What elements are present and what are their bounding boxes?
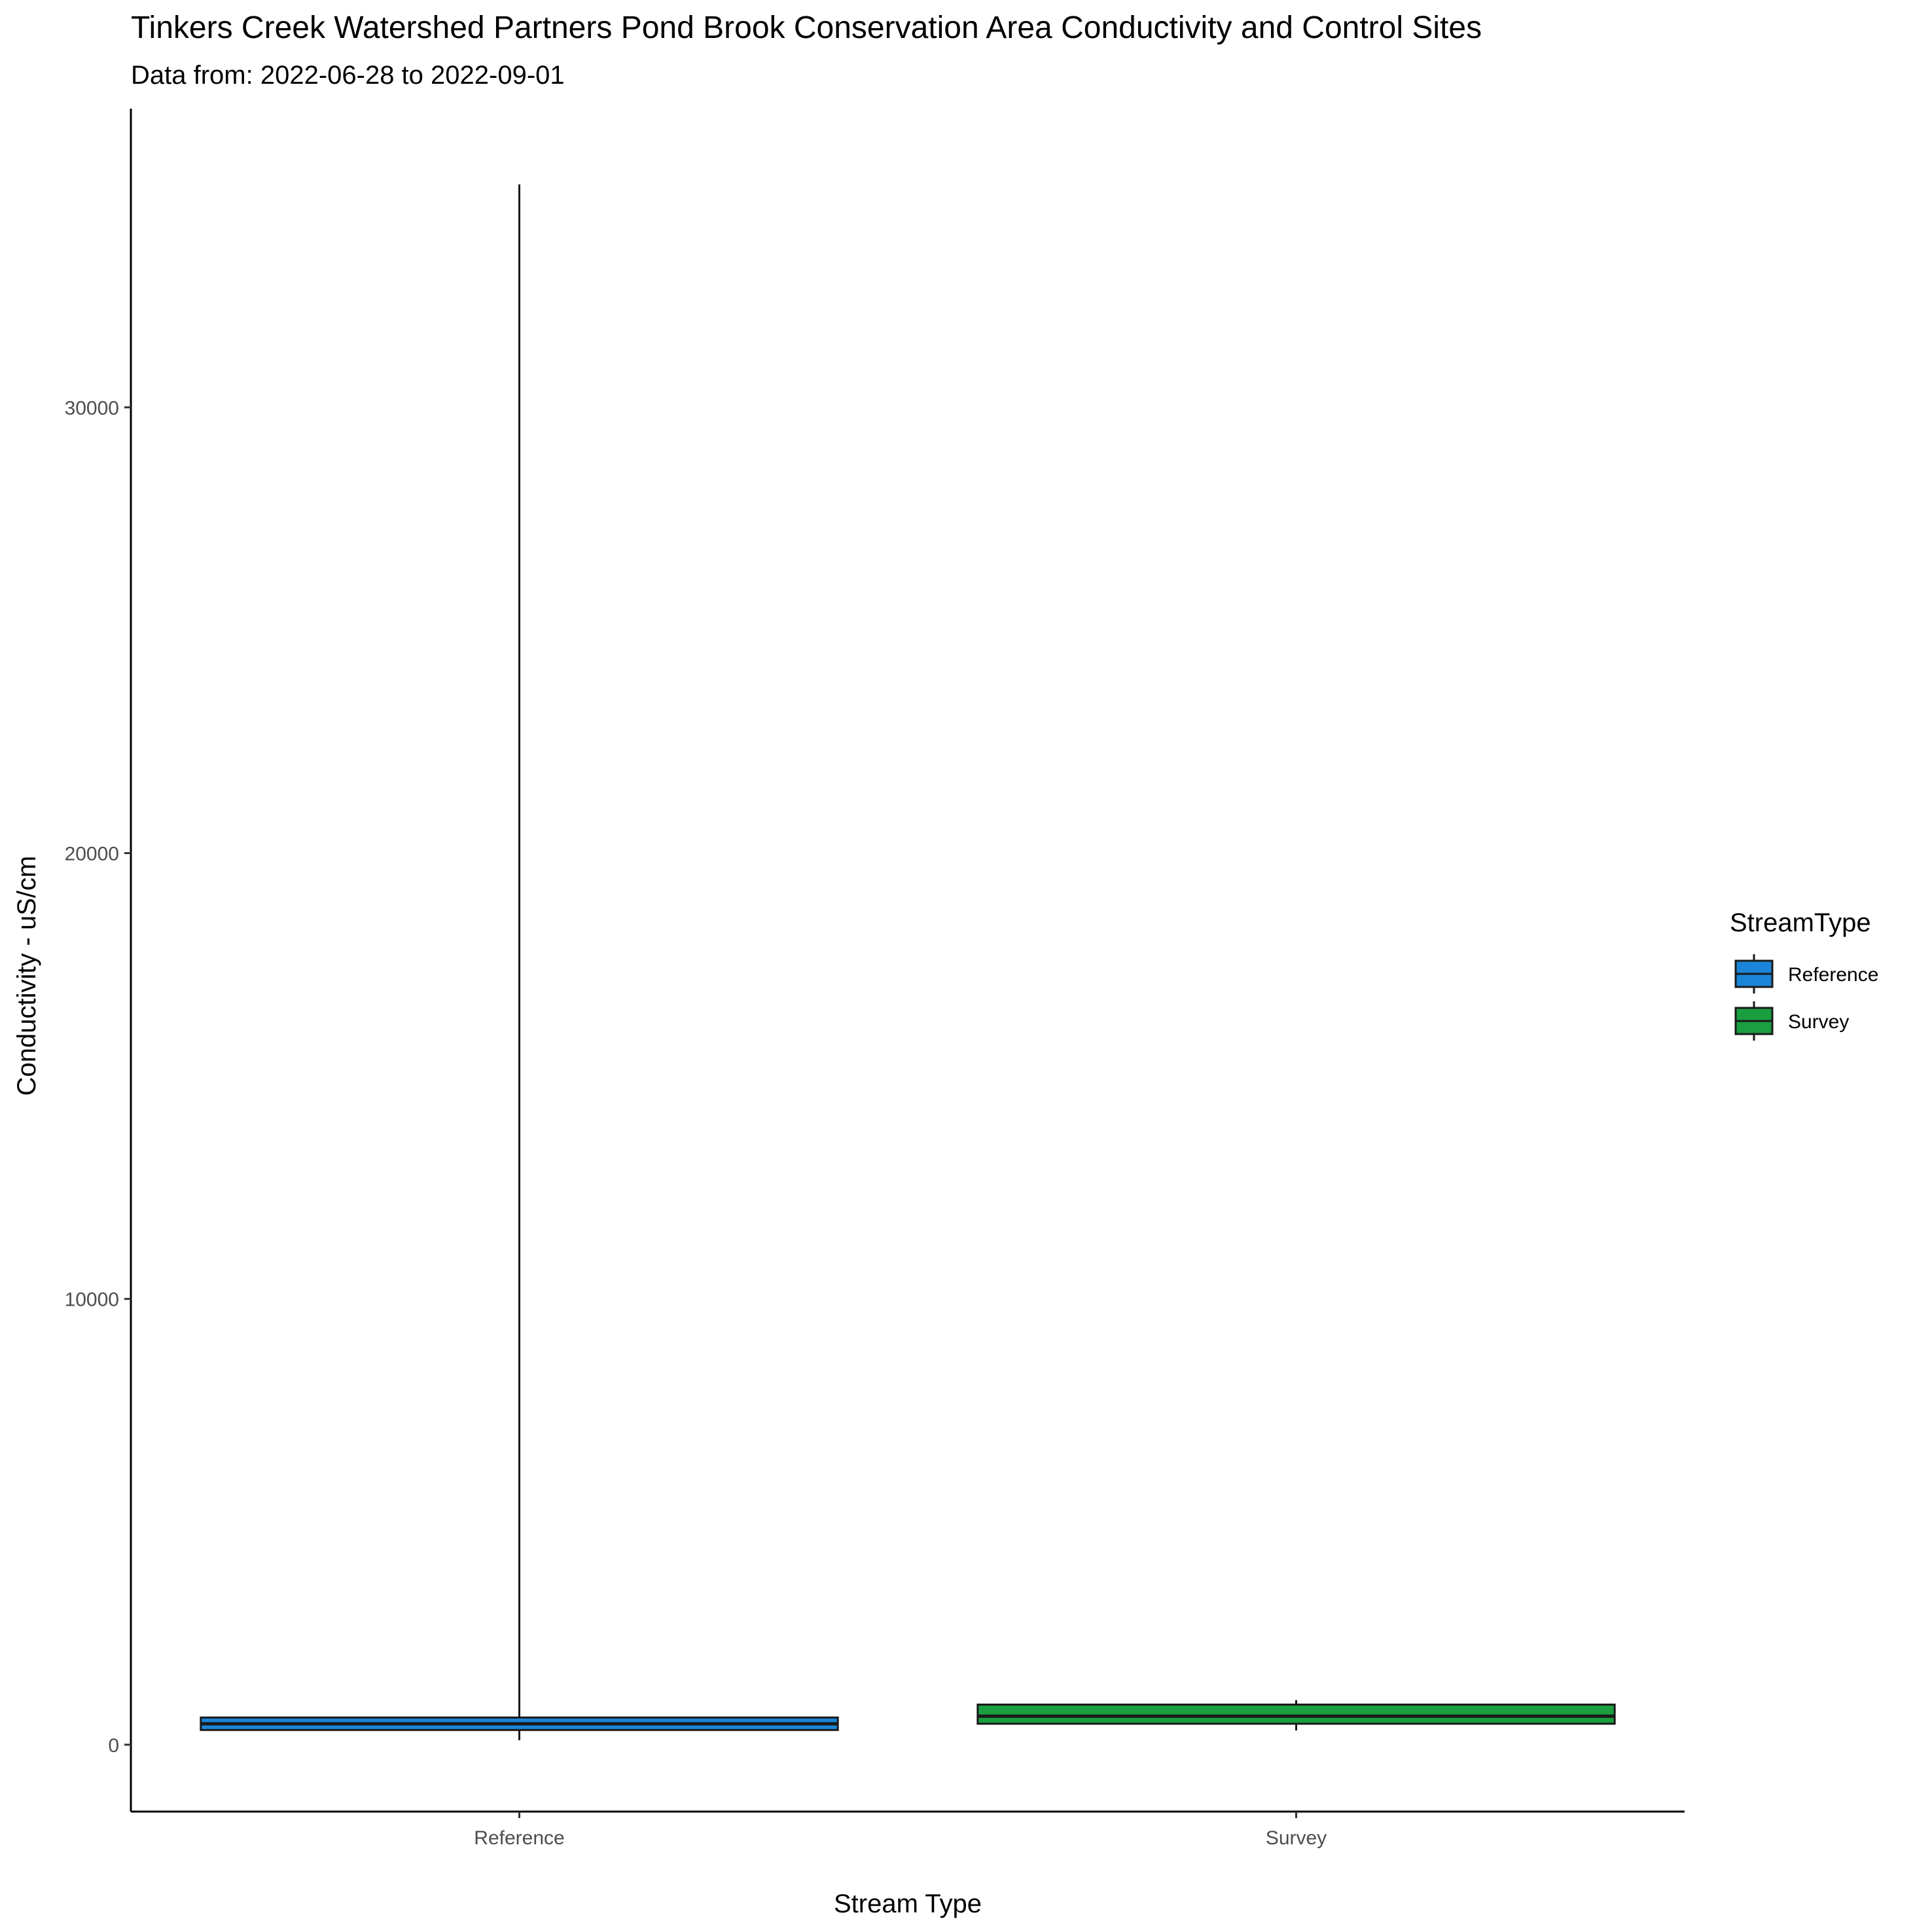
box-iqr [976, 1704, 1616, 1725]
legend-item-reference: Reference [1734, 954, 1878, 993]
legend: StreamType Reference Survey [1730, 908, 1878, 1041]
y-ticks: 0 10000 20000 30000 [65, 397, 131, 1757]
x-tick-label: Survey [1266, 1827, 1327, 1849]
legend-keys: Reference Survey [1734, 954, 1878, 1041]
legend-label: Reference [1788, 964, 1878, 986]
y-tick-label: 10000 [65, 1289, 119, 1311]
plot-area: 0 10000 20000 30000 Reference Survey [65, 109, 1685, 1849]
x-ticks: Reference Survey [474, 1812, 1327, 1849]
x-tick-label: Reference [474, 1827, 564, 1849]
y-tick-label: 20000 [65, 844, 119, 865]
chart-subtitle: Data from: 2022-06-28 to 2022-09-01 [131, 61, 565, 90]
x-axis-title: Stream Type [834, 1889, 982, 1918]
box-survey [976, 1700, 1616, 1731]
legend-title: StreamType [1730, 908, 1871, 937]
legend-label: Survey [1788, 1011, 1849, 1033]
legend-item-survey: Survey [1734, 1001, 1849, 1041]
y-tick-label: 30000 [65, 397, 119, 419]
y-tick-label: 0 [108, 1735, 119, 1757]
y-axis-title: Conductivity - uS/cm [12, 856, 41, 1096]
box-reference [200, 184, 839, 1741]
chart-title: Tinkers Creek Watershed Partners Pond Br… [131, 10, 1482, 45]
boxes [200, 184, 1616, 1741]
